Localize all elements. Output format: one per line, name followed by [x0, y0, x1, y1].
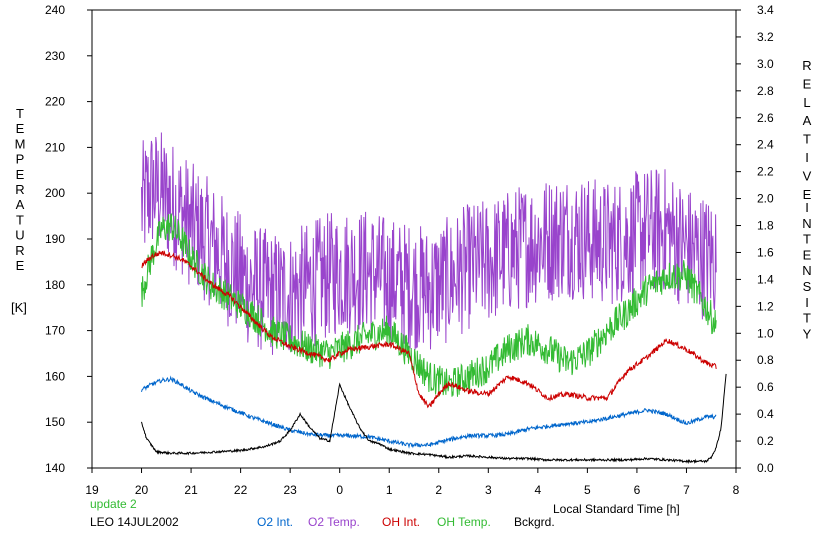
y-right-tick-label: 0.0: [757, 461, 774, 475]
y-right-tick-label: 0.4: [757, 407, 774, 421]
right-title-letter: R: [802, 58, 811, 73]
x-tick-label: 22: [234, 483, 248, 497]
x-tick-label: 7: [683, 483, 690, 497]
left-title-letter: M: [15, 136, 26, 151]
y-right-tick-label: 2.2: [757, 165, 774, 179]
left-title-letter: R: [15, 182, 24, 197]
y-right-tick-label: 1.8: [757, 219, 774, 233]
right-title-letter: E: [803, 187, 812, 202]
y-right-tick-label: 0.2: [757, 434, 774, 448]
left-title-letter: E: [16, 121, 25, 136]
series-line-o2-int: [141, 375, 717, 449]
x-tick-label: 8: [733, 483, 740, 497]
series-line-bckgrd: [141, 373, 727, 465]
site-date: LEO 14JUL2002: [90, 515, 179, 529]
y-left-tick-label: 210: [45, 140, 65, 154]
y-left-tick-label: 150: [45, 415, 65, 429]
x-tick-label: 19: [85, 483, 99, 497]
y-right-tick-label: 1.0: [757, 326, 774, 340]
x-tick-label: 23: [283, 483, 297, 497]
x-tick-label: 2: [435, 483, 442, 497]
legend-entry: O2 Temp.: [308, 515, 360, 529]
y-right-tick-label: 1.6: [757, 245, 774, 259]
y-right-tick-label: 3.2: [757, 30, 774, 44]
x-tick-label: 6: [634, 483, 641, 497]
x-tick-label: 0: [336, 483, 343, 497]
y-right-tick-label: 2.8: [757, 84, 774, 98]
left-title-letter: A: [16, 197, 25, 212]
y-right-tick-label: 3.4: [757, 3, 774, 17]
left-title-letter: T: [16, 212, 24, 227]
series-line-o2-temp: [141, 132, 717, 355]
y-left-tick-label: 180: [45, 278, 65, 292]
x-tick-label: 3: [485, 483, 492, 497]
axis-layer: 19 20 21 22 23 0 1 2 3 4 5 6 7 8140150160170180190200…: [45, 3, 774, 497]
y-right-tick-label: 2.0: [757, 192, 774, 206]
right-title-letter: N: [802, 263, 811, 278]
x-tick-label: 21: [184, 483, 198, 497]
left-title-letter: E: [16, 167, 25, 182]
legend-entry: OH Temp.: [437, 515, 491, 529]
y-right-tick-label: 1.2: [757, 299, 774, 313]
y-left-tick-label: 190: [45, 232, 65, 246]
y-right-tick-label: 2.4: [757, 138, 774, 152]
series-layer: [141, 132, 727, 465]
right-title-letter: E: [803, 247, 812, 262]
y-right-tick-label: 2.6: [757, 111, 774, 125]
right-title-letter: S: [803, 279, 812, 294]
left-title-letter: E: [16, 258, 25, 273]
right-title-letter: L: [803, 95, 810, 110]
x-tick-label: 1: [386, 483, 393, 497]
y-left-tick-label: 230: [45, 49, 65, 63]
y-right-tick-label: 3.0: [757, 57, 774, 71]
right-title-letter: A: [803, 113, 812, 128]
x-tick-label: 20: [135, 483, 149, 497]
left-axis-unit: [K]: [11, 300, 27, 315]
y-left-tick-label: 160: [45, 369, 65, 383]
right-title-letter: T: [803, 311, 811, 326]
y-right-tick-label: 0.8: [757, 353, 774, 367]
legend-entry: O2 Int.: [257, 515, 293, 529]
legend: O2 Int. O2 Temp. OH Int. OH Temp. Bckgrd.: [257, 515, 555, 529]
right-title-letter: T: [803, 132, 811, 147]
left-title-letter: P: [16, 152, 25, 167]
y-right-tick-label: 0.6: [757, 380, 774, 394]
right-title-letter: I: [805, 200, 809, 215]
update-note: update 2: [90, 497, 137, 511]
y-left-tick-label: 200: [45, 186, 65, 200]
y-left-tick-label: 220: [45, 95, 65, 109]
right-title-letter: Y: [803, 326, 812, 341]
legend-entry: Bckgrd.: [514, 515, 555, 529]
series-line-oh-int: [141, 250, 717, 409]
y-left-tick-label: 240: [45, 3, 65, 17]
right-title-letter: T: [803, 232, 811, 247]
y-left-tick-label: 170: [45, 324, 65, 338]
x-tick-label: 4: [535, 483, 542, 497]
left-title-letter: T: [16, 106, 24, 121]
series-line-oh-temp: [141, 213, 717, 397]
left-title-letter: R: [15, 243, 24, 258]
legend-entry: OH Int.: [382, 515, 420, 529]
y-right-tick-label: 1.4: [757, 272, 774, 286]
right-title-letter: I: [805, 295, 809, 310]
right-title-letter: I: [805, 150, 809, 165]
x-axis-title: Local Standard Time [h]: [553, 502, 680, 516]
x-tick-label: 5: [584, 483, 591, 497]
left-title-letter: U: [15, 228, 24, 243]
y-left-tick-label: 140: [45, 461, 65, 475]
right-title-letter: N: [802, 216, 811, 231]
right-title-letter: V: [803, 168, 812, 183]
right-title-letter: E: [803, 76, 812, 91]
